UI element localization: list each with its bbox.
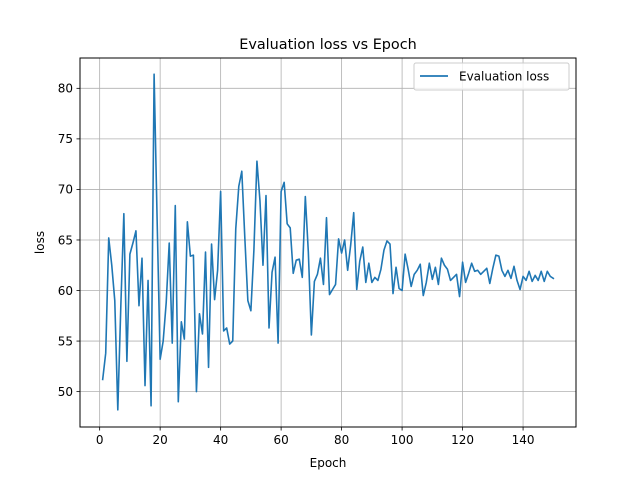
- x-tick-label: 140: [512, 433, 535, 447]
- y-tick-label: 65: [58, 233, 73, 247]
- x-axis-ticks: 0 20 40 60 80 100 120 140: [96, 427, 535, 447]
- x-tick-label: 20: [153, 433, 168, 447]
- x-tick-label: 80: [334, 433, 349, 447]
- x-tick-label: 100: [391, 433, 414, 447]
- x-tick-label: 120: [451, 433, 474, 447]
- grid: [80, 58, 576, 427]
- x-tick-label: 0: [96, 433, 104, 447]
- plot-frame: [79, 57, 577, 428]
- y-tick-label: 55: [58, 334, 73, 348]
- y-axis-label: loss: [33, 231, 47, 254]
- legend-label: Evaluation loss: [459, 70, 549, 84]
- legend-box: [413, 62, 570, 91]
- x-axis-label: Epoch: [310, 456, 347, 470]
- y-tick-label: 60: [58, 284, 73, 298]
- chart-title: Evaluation loss vs Epoch: [239, 37, 417, 53]
- y-tick-label: 80: [58, 82, 73, 96]
- series-line: [101, 73, 555, 411]
- y-tick-label: 75: [58, 132, 73, 146]
- x-tick-label: 60: [273, 433, 288, 447]
- legend: Evaluation loss: [413, 62, 570, 91]
- y-tick-label: 70: [58, 183, 73, 197]
- series-lines: [101, 73, 555, 411]
- y-tick-label: 50: [58, 385, 73, 399]
- y-axis-ticks: 50 55 60 65 70 75 80: [58, 82, 80, 399]
- x-tick-label: 40: [213, 433, 228, 447]
